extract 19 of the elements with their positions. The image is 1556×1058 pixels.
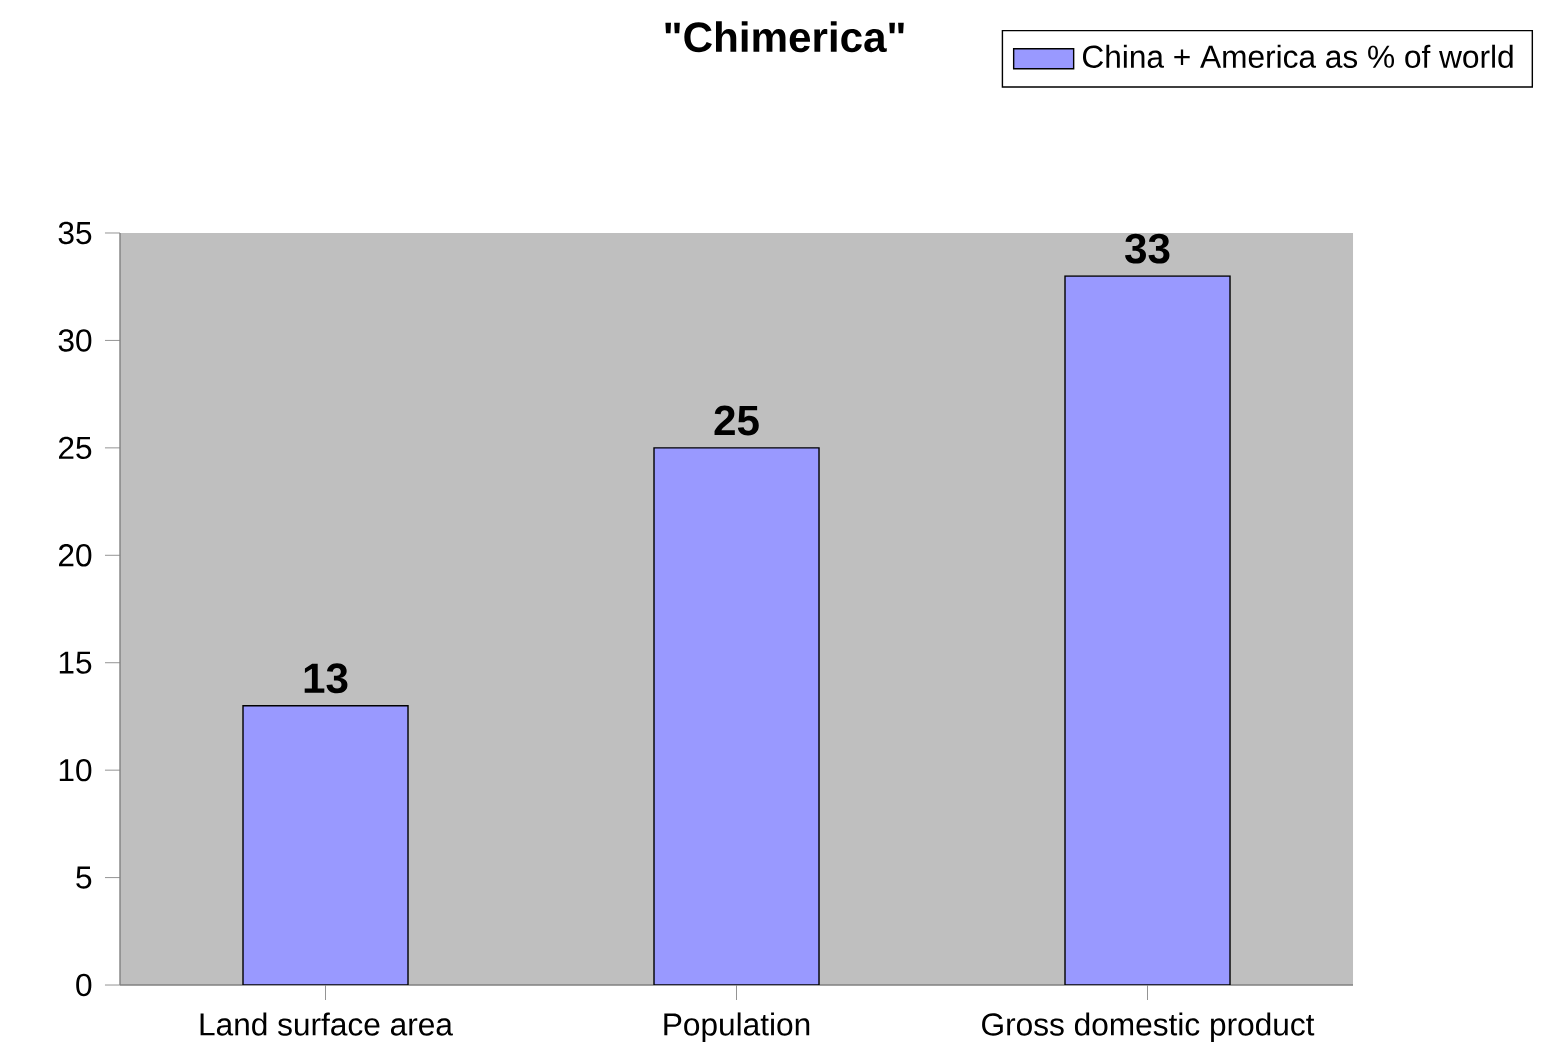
data-label: 25 (714, 405, 759, 436)
bar (1064, 275, 1231, 986)
x-tick-label: Land surface area (200, 1012, 453, 1036)
y-tick-label: 25 (59, 436, 92, 460)
y-tick-label: 30 (58, 329, 92, 352)
bar (653, 447, 820, 986)
y-tick-label: 15 (59, 651, 92, 674)
x-tick-label: Gross domestic product (982, 1012, 1315, 1042)
y-tick-label: 5 (76, 866, 92, 889)
legend-label: China + America as % of world (1082, 44, 1513, 68)
chart-title: "Chimerica" (665, 21, 904, 53)
y-tick-label: 0 (76, 973, 92, 997)
data-label: 13 (304, 663, 348, 694)
data-label: 33 (1125, 233, 1170, 264)
bar (242, 704, 409, 986)
x-tick-label: Population (664, 1012, 810, 1042)
y-tick-label: 35 (58, 221, 92, 245)
y-tick-label: 10 (59, 758, 92, 782)
y-tick-label: 20 (59, 544, 92, 567)
